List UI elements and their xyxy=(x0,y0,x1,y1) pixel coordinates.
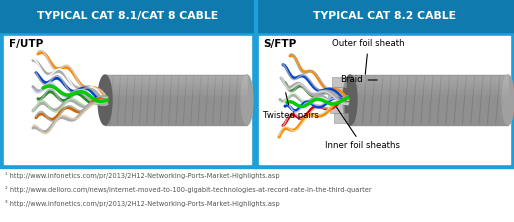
Bar xyxy=(350,90,508,91)
Bar xyxy=(350,97,508,98)
Bar xyxy=(0,0,255,32)
Bar xyxy=(105,99,247,100)
Bar xyxy=(350,95,508,96)
Text: Twisted pairs: Twisted pairs xyxy=(263,93,319,119)
Bar xyxy=(350,86,508,87)
Bar xyxy=(350,91,508,92)
Bar xyxy=(254,0,257,168)
Text: TYPICAL CAT 8.2 CABLE: TYPICAL CAT 8.2 CABLE xyxy=(313,11,456,21)
Bar xyxy=(105,80,247,81)
Bar xyxy=(350,75,508,76)
Bar xyxy=(350,75,508,125)
Bar xyxy=(350,82,508,83)
Bar xyxy=(105,75,247,76)
Bar xyxy=(105,90,247,91)
FancyBboxPatch shape xyxy=(334,113,348,123)
Bar xyxy=(105,98,247,99)
Text: Outer foil sheath: Outer foil sheath xyxy=(332,40,405,74)
Bar xyxy=(105,75,247,125)
Bar xyxy=(350,78,508,79)
Bar xyxy=(350,85,508,86)
Bar xyxy=(350,76,508,77)
Ellipse shape xyxy=(343,75,357,125)
FancyBboxPatch shape xyxy=(332,77,346,87)
Bar xyxy=(105,89,247,90)
Bar xyxy=(105,85,247,86)
Bar xyxy=(350,84,508,85)
Bar xyxy=(350,77,508,78)
Bar xyxy=(105,83,247,84)
Bar xyxy=(350,83,508,84)
Bar xyxy=(350,79,508,80)
Bar xyxy=(350,88,508,89)
Ellipse shape xyxy=(502,75,514,125)
Bar xyxy=(350,99,508,100)
Bar xyxy=(105,76,247,77)
Bar xyxy=(105,82,247,83)
Text: ³ http://www.infonetics.com/pr/2013/2H12-Networking-Ports-Market-Highlights.asp: ³ http://www.infonetics.com/pr/2013/2H12… xyxy=(5,200,280,207)
Bar xyxy=(350,98,508,99)
Bar xyxy=(105,87,247,88)
Bar xyxy=(105,86,247,87)
Bar xyxy=(105,77,247,78)
Bar xyxy=(105,91,247,92)
Text: Braid: Braid xyxy=(340,75,377,85)
Bar xyxy=(350,80,508,81)
Bar xyxy=(257,0,514,32)
Bar xyxy=(350,81,508,82)
Bar xyxy=(105,84,247,85)
Bar xyxy=(105,92,247,93)
Bar xyxy=(350,87,508,88)
Bar xyxy=(4,36,251,164)
Ellipse shape xyxy=(241,75,253,125)
Bar xyxy=(350,89,508,90)
Bar xyxy=(0,0,514,168)
Text: TYPICAL CAT 8.1/CAT 8 CABLE: TYPICAL CAT 8.1/CAT 8 CABLE xyxy=(37,11,218,21)
Bar xyxy=(259,36,510,164)
Text: Inner foil sheaths: Inner foil sheaths xyxy=(325,107,400,151)
Bar xyxy=(105,93,247,94)
Bar xyxy=(105,79,247,80)
Bar xyxy=(350,96,508,97)
Bar xyxy=(105,97,247,98)
Bar xyxy=(350,92,508,93)
Bar xyxy=(350,93,508,94)
Ellipse shape xyxy=(98,75,112,125)
Bar xyxy=(105,78,247,79)
Bar xyxy=(350,94,508,95)
Text: S/FTP: S/FTP xyxy=(263,39,296,49)
Bar xyxy=(105,88,247,89)
Bar xyxy=(105,94,247,95)
Bar xyxy=(105,81,247,82)
Bar xyxy=(105,95,247,96)
FancyBboxPatch shape xyxy=(330,103,344,113)
Text: ² http://www.delloro.com/news/internet-moved-to-100-gigabit-technologies-at-reco: ² http://www.delloro.com/news/internet-m… xyxy=(5,186,372,193)
Bar xyxy=(105,96,247,97)
Text: ¹ http://www.infonetics.com/pr/2013/2H12-Networking-Ports-Market-Highlights.asp: ¹ http://www.infonetics.com/pr/2013/2H12… xyxy=(5,172,280,179)
Text: F/UTP: F/UTP xyxy=(9,39,43,49)
FancyBboxPatch shape xyxy=(328,87,342,97)
